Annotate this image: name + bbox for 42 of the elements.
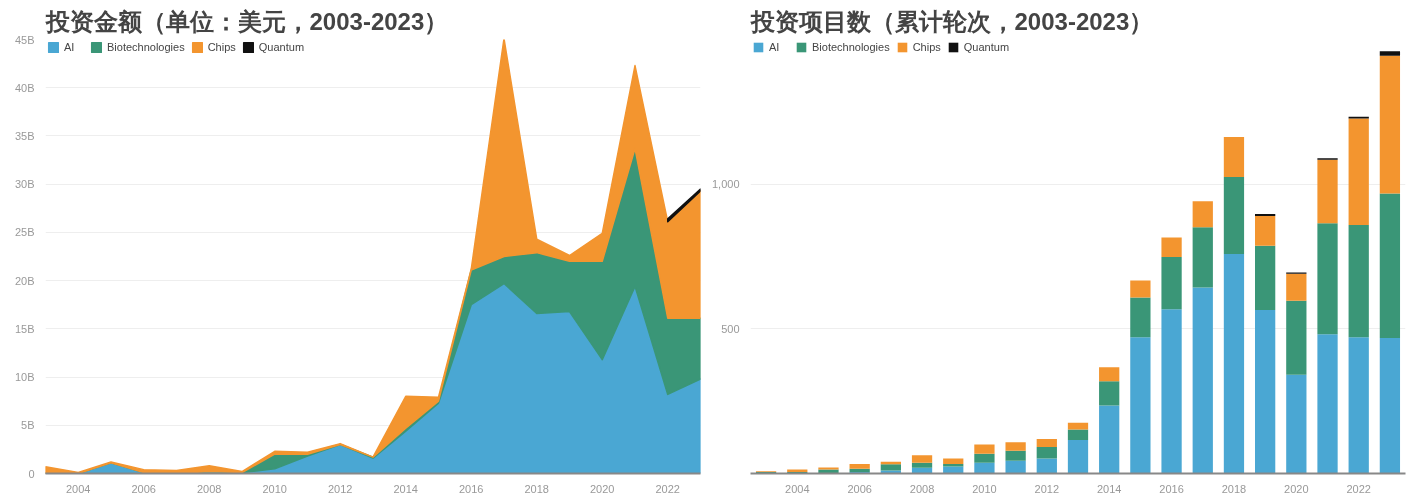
x-tick-label: 2020 xyxy=(1284,482,1309,495)
y-tick-label: 1,000 xyxy=(711,178,740,191)
chart-title: 投资项目数（累计轮次，2003-2023） xyxy=(749,7,1154,35)
x-tick-label: 2010 xyxy=(972,482,997,495)
x-tick-label: 2018 xyxy=(524,482,549,495)
legend-label: AI xyxy=(64,41,76,53)
x-tick-label: 2012 xyxy=(328,482,353,495)
y-tick-label: 0 xyxy=(28,467,35,480)
legend-label: Chips xyxy=(207,41,236,53)
legend-label: Biotechnologies xyxy=(812,41,890,53)
legend-label: Quantum xyxy=(963,41,1010,53)
x-tick-label: 2004 xyxy=(66,482,91,495)
legend-label: AI xyxy=(769,41,781,53)
legend-label: Quantum xyxy=(258,41,305,53)
x-tick-label: 2012 xyxy=(1034,482,1060,495)
y-tick-label: 500 xyxy=(721,322,740,335)
x-tick-label: 2022 xyxy=(655,482,680,495)
x-tick-label: 2014 xyxy=(393,482,418,495)
x-tick-label: 2020 xyxy=(590,482,615,495)
x-tick-label: 2006 xyxy=(131,482,156,495)
y-tick-label: 40B xyxy=(14,81,35,94)
x-tick-label: 2004 xyxy=(785,482,810,495)
x-tick-label: 2008 xyxy=(909,482,935,495)
x-tick-label: 2014 xyxy=(1096,482,1122,495)
legend-label: Biotechnologies xyxy=(107,41,185,53)
x-tick-label: 2016 xyxy=(1159,482,1184,495)
y-tick-label: 35B xyxy=(14,129,35,142)
y-tick-label: 5B xyxy=(21,419,35,432)
x-tick-label: 2016 xyxy=(459,482,484,495)
legend-label: Chips xyxy=(912,41,941,53)
y-tick-label: 15B xyxy=(14,322,35,335)
x-tick-label: 2006 xyxy=(847,482,872,495)
x-tick-label: 2010 xyxy=(262,482,287,495)
y-tick-label: 45B xyxy=(14,33,35,46)
y-tick-label: 25B xyxy=(14,226,35,239)
x-tick-label: 2022 xyxy=(1346,482,1371,495)
x-tick-label: 2008 xyxy=(197,482,222,495)
y-tick-label: 20B xyxy=(14,274,35,287)
x-tick-label: 2018 xyxy=(1221,482,1247,495)
y-tick-label: 10B xyxy=(14,371,35,384)
y-tick-label: 30B xyxy=(14,178,35,191)
chart-title: 投资金额（单位：美元，2003-2023） xyxy=(44,7,449,35)
